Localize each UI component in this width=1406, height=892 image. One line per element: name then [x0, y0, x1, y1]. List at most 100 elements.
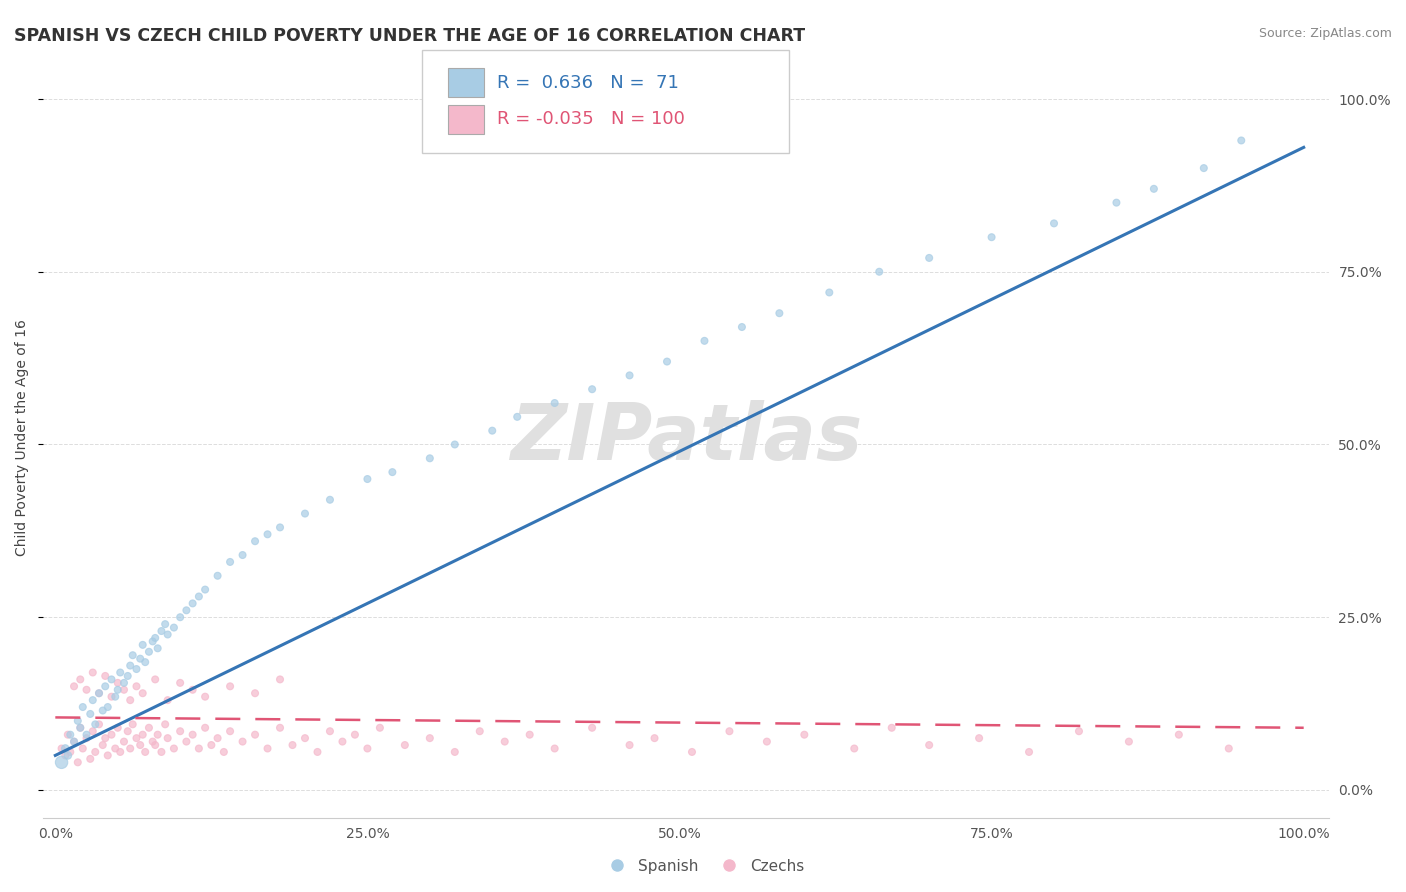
Point [169, 610, 191, 624]
Point [156, 731, 179, 746]
Point [125, 731, 148, 746]
Point [69, 721, 91, 735]
Point [142, 734, 165, 748]
Point [125, 662, 148, 676]
Point [967, 731, 990, 746]
Point [980, 230, 1002, 244]
Point [72, 741, 94, 756]
Point [644, 731, 666, 746]
Point [94, 731, 117, 746]
Point [1230, 133, 1253, 147]
Point [134, 745, 156, 759]
Point [63, 734, 86, 748]
Point [120, 693, 142, 707]
Point [131, 728, 153, 742]
Point [156, 627, 179, 641]
Point [69, 673, 91, 687]
Legend: Spanish, Czechs: Spanish, Czechs [595, 853, 811, 880]
Point [281, 738, 304, 752]
Point [880, 721, 903, 735]
Point [79, 752, 101, 766]
Point [153, 717, 176, 731]
Point [543, 741, 565, 756]
Point [1118, 734, 1140, 748]
Point [918, 251, 941, 265]
Point [243, 728, 266, 742]
Point [269, 520, 291, 534]
Point [269, 673, 291, 687]
Point [76, 728, 98, 742]
Point [294, 731, 316, 746]
Point [818, 285, 841, 300]
Point [138, 721, 160, 735]
Point [94, 679, 117, 693]
Point [356, 741, 378, 756]
Point [94, 669, 117, 683]
Point [1105, 195, 1128, 210]
Point [100, 690, 122, 704]
Point [163, 621, 186, 635]
Point [76, 731, 98, 746]
Point [107, 676, 129, 690]
Point [187, 590, 209, 604]
Point [868, 265, 890, 279]
Point [66, 714, 89, 728]
Point [121, 717, 143, 731]
Point [110, 665, 132, 680]
Point [768, 306, 790, 320]
Point [150, 624, 173, 638]
Point [1218, 741, 1240, 756]
Point [356, 472, 378, 486]
Point [176, 603, 198, 617]
Point [100, 673, 122, 687]
Point [1192, 161, 1215, 175]
FancyBboxPatch shape [422, 50, 789, 153]
Point [107, 721, 129, 735]
Point [194, 582, 217, 597]
Point [84, 745, 107, 759]
Point [619, 368, 641, 383]
Point [394, 738, 416, 752]
Point [256, 527, 278, 541]
Point [693, 334, 716, 348]
Point [419, 451, 441, 466]
Point [181, 728, 204, 742]
Point [207, 568, 229, 582]
Point [56, 728, 79, 742]
Point [112, 676, 135, 690]
Point [619, 738, 641, 752]
Point [91, 704, 114, 718]
Point [581, 382, 603, 396]
Point [66, 756, 89, 770]
Point [143, 738, 166, 752]
Point [718, 724, 741, 739]
Point [1167, 728, 1189, 742]
Point [419, 731, 441, 746]
Point [87, 717, 110, 731]
Point [104, 690, 127, 704]
Point [56, 748, 79, 763]
Point [53, 741, 76, 756]
Point [307, 745, 329, 759]
Point [79, 706, 101, 721]
Point [107, 682, 129, 697]
Point [468, 724, 491, 739]
Point [100, 728, 122, 742]
Text: R =  0.636   N =  71: R = 0.636 N = 71 [496, 74, 679, 92]
Point [138, 645, 160, 659]
Point [319, 724, 342, 739]
Point [129, 738, 152, 752]
Point [294, 507, 316, 521]
Point [63, 734, 86, 748]
Point [169, 724, 191, 739]
Point [269, 721, 291, 735]
Point [76, 682, 98, 697]
FancyBboxPatch shape [449, 68, 484, 97]
Point [169, 676, 191, 690]
Point [176, 734, 198, 748]
Point [200, 738, 222, 752]
Point [143, 631, 166, 645]
Point [232, 548, 254, 562]
Text: Source: ZipAtlas.com: Source: ZipAtlas.com [1258, 27, 1392, 40]
Point [481, 424, 503, 438]
